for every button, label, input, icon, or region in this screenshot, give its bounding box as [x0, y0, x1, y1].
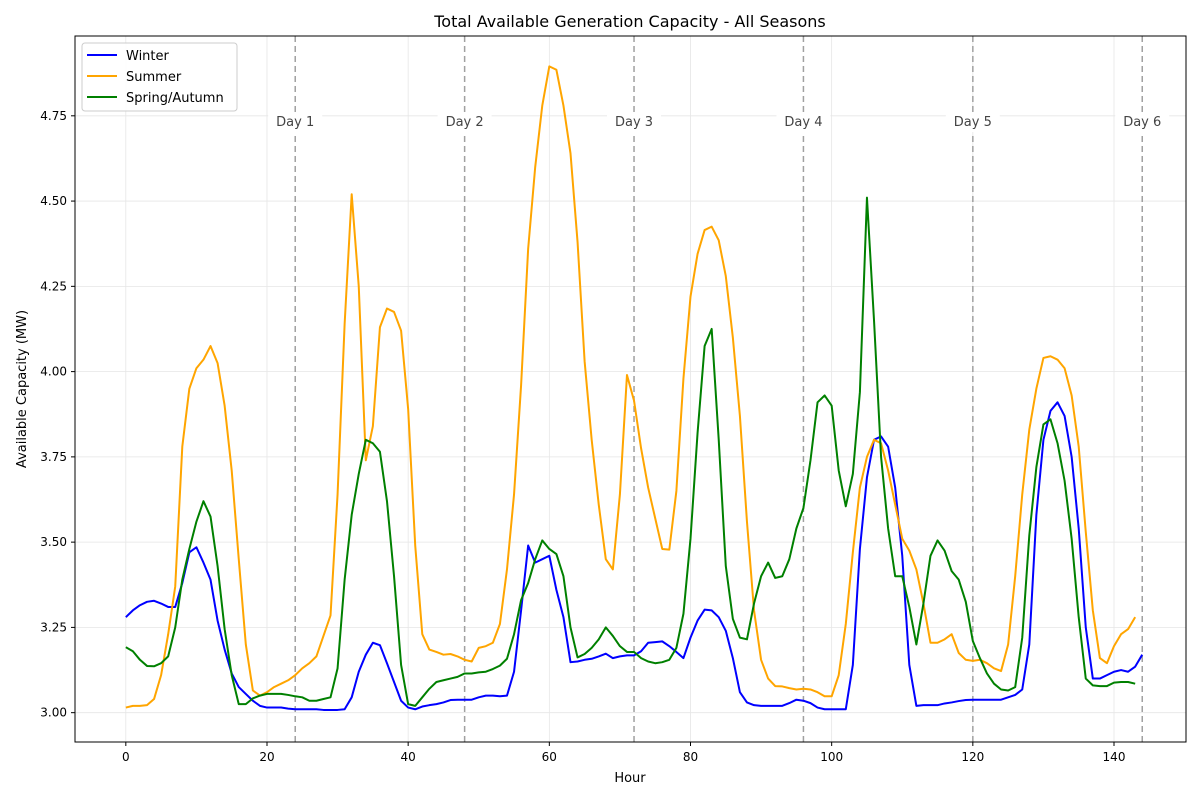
axis-ticks: 0 20 40 60 80 100 120 140 3.00 3.25 3.50 3.75 4.00 4.… [40, 109, 1125, 764]
y-tick-label: 4.00 [40, 365, 67, 379]
day-label-background [607, 112, 662, 133]
legend-label-summer: Summer [126, 70, 182, 85]
x-tick-label: 60 [542, 750, 557, 764]
legend-label-spring-autumn: Spring/Autumn [126, 91, 224, 106]
y-tick-label: 3.25 [40, 620, 67, 634]
series-line-spring-autumn [125, 196, 1136, 707]
x-tick-label: 120 [961, 750, 984, 764]
day-label-background [268, 112, 323, 133]
day-marker-label: Day 5 [954, 115, 992, 130]
x-tick-label: 80 [683, 750, 698, 764]
legend: Winter Summer Spring/Autumn [81, 42, 238, 112]
legend-box [81, 42, 238, 112]
day-marker-label: Day 2 [446, 115, 484, 130]
day-markers: Day 1 Day 2 Day 3 Day 4 Day 5 Day 6 [268, 36, 1170, 742]
chart-title: Total Available Generation Capacity - Al… [433, 12, 826, 31]
series-lines [125, 65, 1144, 711]
x-tick-label: 140 [1103, 750, 1126, 764]
day-marker-label: Day 4 [784, 115, 822, 130]
day-label-background [1115, 112, 1170, 133]
plot-frame [74, 35, 1187, 743]
day-label-background [437, 112, 492, 133]
x-axis-label: Hour [614, 771, 646, 786]
series-line-winter [125, 401, 1144, 711]
day-label-background [776, 112, 831, 133]
x-tick-label: 100 [820, 750, 843, 764]
y-tick-label: 4.75 [40, 109, 67, 123]
x-tick-label: 20 [259, 750, 274, 764]
y-axis-label: Available Capacity (MW) [15, 310, 30, 468]
y-tick-label: 4.25 [40, 279, 67, 293]
grid [75, 36, 1186, 742]
legend-label-winter: Winter [126, 49, 170, 64]
day-marker-label: Day 3 [615, 115, 653, 130]
series-line-summer [125, 65, 1137, 709]
day-label-background [945, 112, 1000, 133]
x-tick-label: 40 [401, 750, 416, 764]
day-marker-label: Day 6 [1123, 115, 1161, 130]
x-tick-label: 0 [122, 750, 130, 764]
y-tick-label: 3.00 [40, 706, 67, 720]
y-tick-label: 4.50 [40, 194, 67, 208]
y-tick-label: 3.50 [40, 535, 67, 549]
y-tick-label: 3.75 [40, 450, 67, 464]
day-marker-label: Day 1 [276, 115, 314, 130]
